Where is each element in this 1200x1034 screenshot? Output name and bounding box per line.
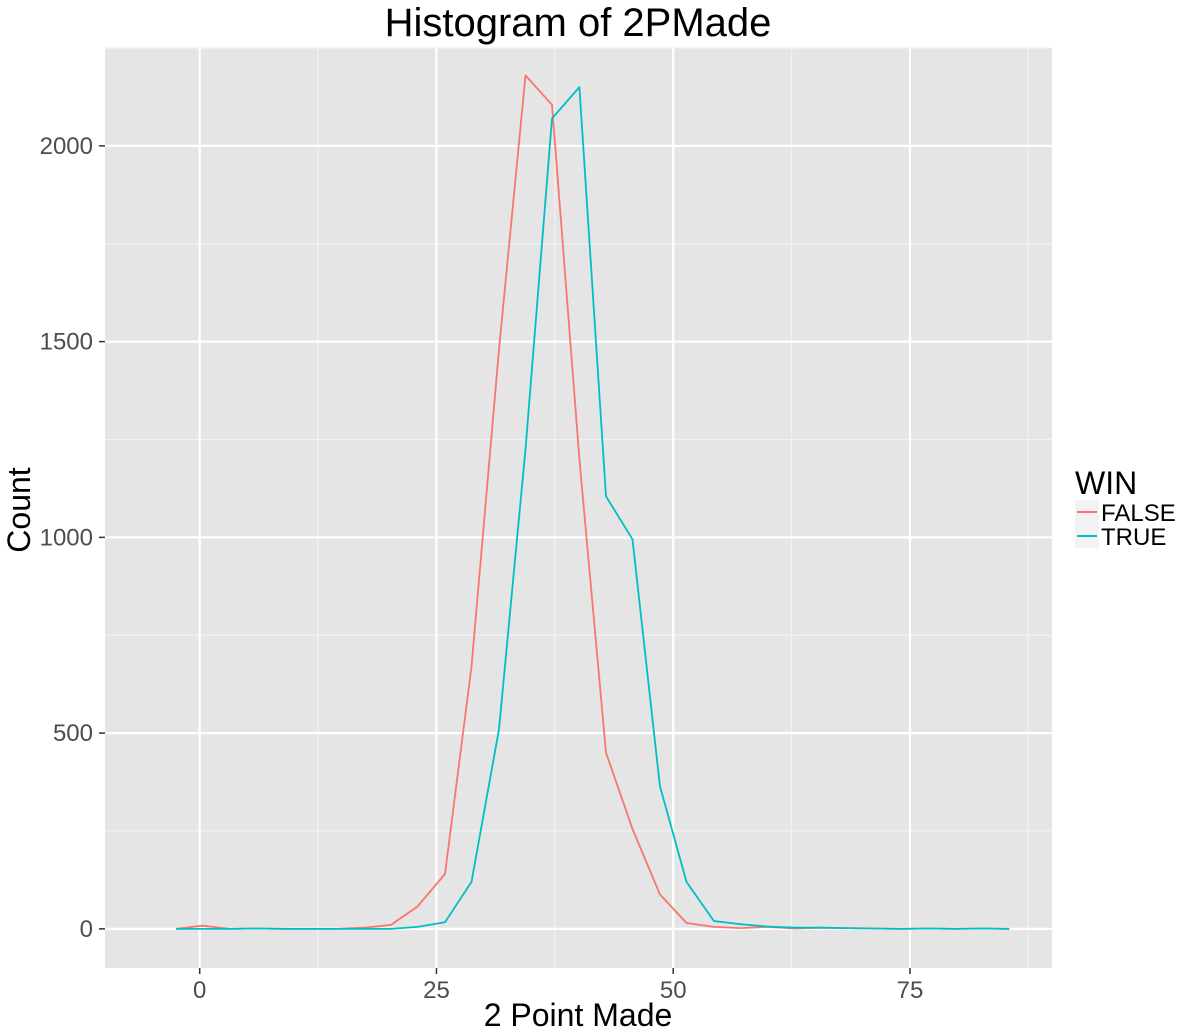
x-axis-ticks: 0 25 50 75	[193, 968, 923, 1004]
y-tick-label: 500	[53, 720, 93, 747]
x-tick-label: 0	[193, 977, 206, 1004]
legend-title: WIN	[1075, 465, 1137, 501]
x-tick-label: 50	[660, 977, 687, 1004]
y-axis-title: Count	[1, 467, 37, 553]
y-tick-label: 2000	[40, 133, 93, 160]
x-axis-title: 2 Point Made	[484, 997, 673, 1033]
plot-panel	[105, 48, 1052, 968]
series-lines	[175, 74, 1010, 930]
series-line-true	[176, 86, 1010, 930]
y-tick-label: 1000	[40, 524, 93, 551]
legend-label-true: TRUE	[1101, 524, 1166, 551]
chart-title: Histogram of 2PMade	[385, 1, 772, 45]
y-axis-ticks: 0 500 1000 1500 2000	[40, 133, 105, 943]
x-tick-label: 25	[423, 977, 450, 1004]
x-tick-label: 75	[897, 977, 924, 1004]
legend-label-false: FALSE	[1101, 500, 1176, 527]
y-tick-label: 1500	[40, 329, 93, 356]
minor-gridlines	[105, 47, 1052, 968]
major-gridlines	[105, 48, 1052, 968]
y-tick-label: 0	[80, 916, 93, 943]
